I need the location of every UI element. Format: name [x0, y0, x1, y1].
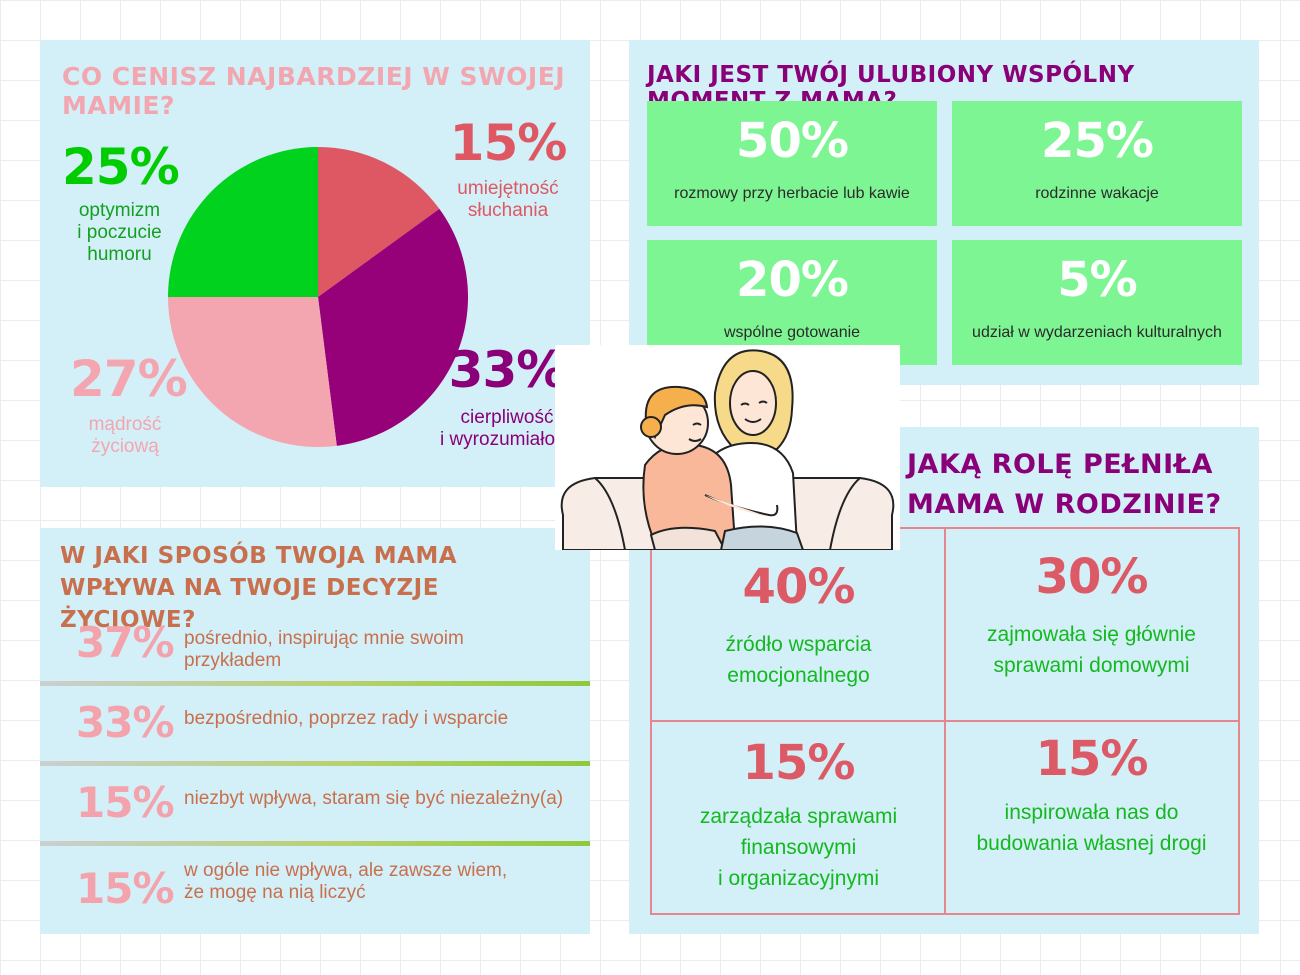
label-optimism: 25% optymizm i poczucie humoru	[62, 138, 180, 266]
text-patience: cierpliwość i wyrozumiałość	[439, 407, 575, 450]
pct-patience: 33%	[448, 341, 567, 399]
influence-row: 15% w ogóle nie wpływa, ale zawsze wiem,…	[40, 848, 590, 928]
grid-line-horizontal	[652, 720, 1238, 722]
influence-title: W JAKI SPOSÓB TWOJA MAMA WPŁYWA NA TWOJE…	[60, 543, 458, 633]
influence-text: niezbyt wpływa, staram się być niezależn…	[184, 788, 564, 809]
pct-listening: 15%	[449, 114, 568, 172]
moment-card-tea: 50% rozmowy przy herbacie lub kawie	[647, 101, 937, 226]
moment-pct: 50%	[736, 113, 849, 169]
role-title: JAKĄ ROLĘ PEŁNIŁA MAMA W RODZINIE?	[907, 449, 1222, 520]
influence-panel: W JAKI SPOSÓB TWOJA MAMA WPŁYWA NA TWOJE…	[40, 528, 590, 934]
mother-child-illustration	[555, 345, 900, 550]
pie-slice	[168, 147, 318, 297]
pct-wisdom: 27%	[70, 350, 188, 408]
influence-pct: 37%	[76, 618, 175, 667]
pie-slice	[168, 297, 337, 447]
values-pie-chart	[168, 147, 468, 447]
role-pct: 40%	[742, 559, 856, 615]
moment-text: wspólne gotowanie	[723, 324, 861, 341]
influence-row: 37% pośrednio, inspirując mnie swoim prz…	[40, 608, 590, 686]
influence-pct: 15%	[76, 864, 175, 913]
row-divider	[40, 761, 590, 766]
text-optimism: optymizm i poczucie humoru	[77, 200, 162, 265]
moments-panel: JAKI JEST TWÓJ ULUBIONY WSPÓLNY MOMENT Z…	[629, 40, 1259, 385]
label-listening: 15% umiejętność słuchania	[448, 116, 568, 222]
role-pct: 15%	[1035, 731, 1149, 787]
moment-card-vacation: 25% rodzinne wakacje	[952, 101, 1242, 226]
moment-text: rozmowy przy herbacie lub kawie	[674, 185, 910, 202]
role-cell-emotional: 40% źródło wsparcia emocjonalnego	[652, 529, 945, 721]
values-panel: CO CENISZ NAJBARDZIEJ W SWOJEJ MAMIE? 25…	[40, 40, 590, 487]
moment-pct: 20%	[736, 252, 849, 308]
role-grid: 40% źródło wsparcia emocjonalnego 30% za…	[650, 527, 1240, 915]
role-cell-inspiration: 15% inspirowała nas do budowania własnej…	[945, 721, 1238, 913]
influence-text: bezpośrednio, poprzez rady i wsparcie	[184, 708, 509, 729]
pct-optimism: 25%	[62, 138, 180, 196]
row-divider	[40, 681, 590, 686]
role-cell-finance: 15% zarządzała sprawami finansowymi i or…	[652, 721, 945, 913]
role-text: zajmowała się głównie sprawami domowymi	[987, 623, 1196, 677]
moment-pct: 25%	[1041, 113, 1154, 169]
influence-pct: 33%	[76, 698, 175, 747]
pie-slice	[318, 208, 468, 446]
values-title: CO CENISZ NAJBARDZIEJ W SWOJEJ MAMIE?	[62, 62, 566, 120]
moment-text: rodzinne wakacje	[1035, 185, 1159, 202]
moment-text: udział w wydarzeniach kulturalnych	[972, 324, 1222, 341]
label-wisdom: 27% mądrość życiową	[70, 350, 188, 458]
influence-row: 33% bezpośrednio, poprzez rady i wsparci…	[40, 688, 590, 766]
moment-card-cooking: 20% wspólne gotowanie	[647, 240, 937, 365]
label-patience: 33% cierpliwość i wyrozumiałość	[432, 343, 582, 451]
role-text: źródło wsparcia emocjonalnego	[725, 633, 872, 687]
role-cell-household: 30% zajmowała się głównie sprawami domow…	[945, 529, 1238, 721]
text-listening: umiejętność słuchania	[457, 178, 559, 221]
row-divider	[40, 841, 590, 846]
moment-pct: 5%	[1057, 252, 1138, 308]
influence-pct: 15%	[76, 778, 175, 827]
role-text: inspirowała nas do budowania własnej dro…	[976, 801, 1207, 855]
pie-slice	[318, 147, 440, 297]
influence-row: 15% niezbyt wpływa, staram się być nieza…	[40, 768, 590, 846]
role-text: zarządzała sprawami finansowymi i organi…	[699, 805, 898, 890]
text-wisdom: mądrość życiową	[88, 414, 162, 457]
influence-text: pośrednio, inspirując mnie swoim przykła…	[184, 628, 464, 671]
role-pct: 30%	[1035, 549, 1149, 605]
role-pct: 15%	[742, 735, 856, 791]
influence-text: w ogóle nie wpływa, ale zawsze wiem, że …	[184, 860, 508, 903]
moment-card-culture: 5% udział w wydarzeniach kulturalnych	[952, 240, 1242, 365]
